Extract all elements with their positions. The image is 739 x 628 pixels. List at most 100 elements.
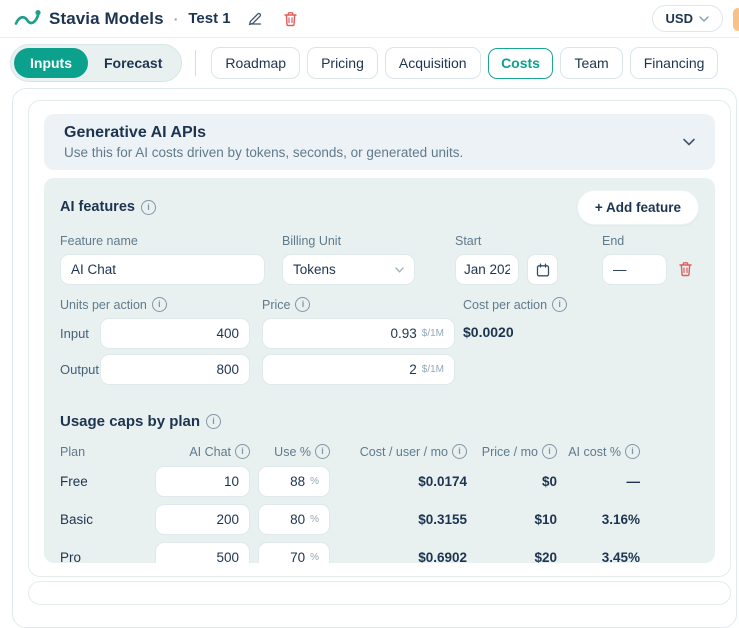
currency-select[interactable]: USD (651, 5, 723, 32)
start-date-input[interactable] (464, 262, 510, 277)
cost-per-action-value: $0.0020 (463, 324, 514, 340)
tab-pricing[interactable]: Pricing (307, 47, 378, 79)
tab-roadmap[interactable]: Roadmap (211, 47, 301, 79)
tab-team[interactable]: Team (560, 47, 623, 79)
ai-cost-pct-value: — (626, 474, 641, 489)
col-plan: Plan (60, 444, 86, 459)
price-mo-value: $20 (534, 550, 557, 563)
info-icon[interactable]: i (151, 297, 167, 312)
col-cost-user-mo: Cost / user / mo i (330, 444, 467, 459)
info-icon[interactable]: i (206, 414, 222, 429)
info-icon[interactable]: i (625, 444, 640, 459)
secondary-tab-group: Roadmap Pricing Acquisition Costs Team F… (211, 47, 719, 79)
feature-form-row: Feature name Billing Unit Tokens Start (60, 234, 699, 285)
tab-divider (195, 50, 197, 76)
info-icon[interactable]: i (295, 297, 311, 312)
cost-user-mo-value: $0.6902 (418, 550, 467, 563)
output-units-field[interactable] (111, 362, 239, 377)
chevron-down-icon (395, 266, 404, 273)
table-row: Basic % $0.3155 $10 3.16% (60, 503, 699, 536)
tab-inputs[interactable]: Inputs (14, 48, 88, 78)
info-icon[interactable]: i (452, 444, 467, 459)
percent-suffix: % (310, 514, 319, 525)
tab-forecast[interactable]: Forecast (88, 48, 178, 78)
section-header[interactable]: Generative AI APIs Use this for AI costs… (44, 114, 715, 170)
units-output-row: Output $/1M (60, 354, 699, 385)
input-price-field[interactable] (273, 326, 417, 341)
output-price-field[interactable] (273, 362, 417, 377)
calendar-icon (536, 263, 550, 277)
price-unit-suffix: $/1M (421, 328, 444, 339)
plan-name: Free (60, 474, 88, 489)
info-icon[interactable]: i (315, 444, 330, 459)
primary-tab-group: Inputs Forecast (10, 44, 183, 82)
pencil-icon (247, 11, 263, 27)
input-row-label: Input (60, 326, 89, 341)
percent-suffix: % (310, 476, 319, 487)
delete-model-button[interactable] (279, 7, 302, 31)
info-icon[interactable]: i (542, 444, 557, 459)
trash-icon (283, 11, 298, 27)
trash-icon (678, 261, 693, 277)
start-label: Start (455, 234, 482, 248)
col-ai-cost-pct: AI cost % i (557, 444, 640, 459)
delete-feature-button[interactable] (674, 257, 697, 281)
currency-value: USD (665, 11, 693, 26)
units-per-action-label: Units per action (60, 297, 147, 312)
pro-use-pct-input[interactable] (269, 550, 306, 563)
input-units-field[interactable] (111, 326, 239, 341)
table-row: Free % $0.0174 $0 — (60, 465, 699, 498)
costs-section-card: Generative AI APIs Use this for AI costs… (28, 100, 731, 577)
tab-financing[interactable]: Financing (629, 47, 719, 79)
title-separator: · (173, 10, 179, 27)
plan-name: Pro (60, 550, 82, 563)
free-use-pct-input[interactable] (269, 474, 306, 489)
cost-user-mo-value: $0.3155 (418, 512, 467, 527)
basic-use-pct-input[interactable] (269, 512, 306, 527)
price-unit-suffix: $/1M (421, 364, 444, 375)
usage-caps-heading: Usage caps by plan i (60, 413, 699, 430)
tab-costs[interactable]: Costs (487, 47, 554, 79)
end-date-input[interactable] (613, 262, 656, 277)
feature-name-input[interactable] (71, 262, 254, 277)
units-per-action-block: Units per action i Price i Cost per acti… (60, 297, 699, 385)
rename-model-button[interactable] (243, 7, 267, 31)
col-ai-chat: AI Chat i (155, 444, 250, 459)
output-row-label: Output (60, 362, 100, 377)
app-title: Stavia Models (49, 8, 164, 28)
price-mo-value: $0 (541, 474, 557, 489)
cost-per-action-label: Cost per action (463, 297, 548, 312)
units-input-row: Input $/1M $0.0020 (60, 318, 699, 349)
info-icon[interactable]: i (552, 297, 568, 312)
header-divider (0, 37, 739, 38)
cut-off-button[interactable] (733, 8, 739, 31)
app-logo-icon (14, 8, 41, 30)
pro-cap-input[interactable] (166, 550, 239, 563)
billing-unit-value: Tokens (293, 262, 336, 277)
add-feature-button[interactable]: + Add feature (576, 189, 699, 225)
collapse-chevron-icon[interactable] (683, 138, 695, 146)
section-body: AI features i + Add feature Feature name… (44, 178, 715, 563)
feature-name-label: Feature name (60, 234, 138, 248)
info-icon[interactable]: i (235, 444, 250, 459)
usage-caps-header-row: Plan AI Chat i Use % i Cost / user / mo i P… (60, 444, 699, 459)
free-cap-input[interactable] (166, 474, 239, 489)
billing-unit-label: Billing Unit (282, 234, 342, 248)
chevron-down-icon (699, 15, 709, 22)
price-label: Price (262, 297, 291, 312)
ai-features-heading: AI features i (60, 199, 156, 215)
billing-unit-select[interactable]: Tokens (282, 254, 415, 285)
cost-user-mo-value: $0.0174 (418, 474, 467, 489)
tab-acquisition[interactable]: Acquisition (384, 47, 481, 79)
model-name: Test 1 (188, 10, 231, 27)
info-icon[interactable]: i (140, 199, 156, 215)
section-subtitle: Use this for AI costs driven by tokens, … (64, 144, 464, 160)
ai-cost-pct-value: 3.45% (601, 550, 640, 563)
top-bar: Stavia Models · Test 1 USD (0, 0, 739, 37)
percent-suffix: % (310, 552, 319, 563)
ai-cost-pct-value: 3.16% (601, 512, 640, 527)
section-title: Generative AI APIs (64, 123, 206, 141)
basic-cap-input[interactable] (166, 512, 239, 527)
tab-bar: Inputs Forecast Roadmap Pricing Acquisit… (10, 44, 733, 82)
start-date-picker-button[interactable] (527, 254, 558, 285)
